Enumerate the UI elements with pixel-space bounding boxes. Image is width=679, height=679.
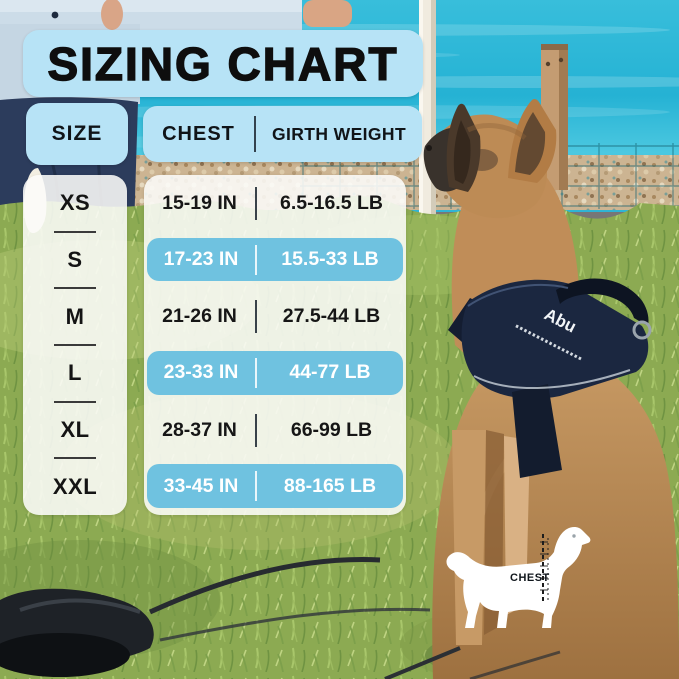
row-divider: [255, 244, 257, 275]
size-row-xs: XS: [23, 175, 127, 232]
measurements-header: CHEST GIRTH WEIGHT: [143, 106, 422, 162]
chest-measure-line: [540, 534, 549, 604]
size-row-xxl: XXL: [52, 473, 98, 499]
dog-silhouette-icon: [446, 526, 591, 628]
size-row-l: L: [23, 345, 127, 402]
bag-and-leash: [0, 557, 561, 679]
row-divider: [255, 186, 257, 220]
table-row-s: 17-23 IN 15.5-33 LB: [144, 232, 406, 289]
highlight-pill: 33-45 IN 88-165 LB: [147, 464, 403, 509]
chest-measure-diagram: CHEST: [440, 524, 620, 642]
chest-value: 21-26 IN: [162, 305, 237, 328]
page-title: SIZING CHART: [23, 30, 423, 97]
table-row-xxl: 33-45 IN 88-165 LB: [144, 458, 406, 515]
chest-header-label: CHEST: [162, 122, 235, 145]
table-row-xs: 15-19 IN 6.5-16.5 LB: [144, 175, 406, 232]
weight-value: 6.5-16.5 LB: [280, 191, 383, 214]
weight-value: 27.5-44 LB: [282, 305, 381, 328]
size-column: XS S M L XL XXL: [23, 175, 127, 515]
chest-value: 15-19 IN: [162, 191, 237, 214]
highlight-pill: 23-33 IN 44-77 LB: [147, 351, 403, 395]
row-divider: [255, 300, 257, 334]
header-divider: [254, 116, 256, 152]
chest-value: 28-37 IN: [162, 418, 237, 441]
row-divider: [255, 357, 257, 388]
weight-value: 88-165 LB: [283, 474, 377, 497]
weight-value: 66-99 LB: [290, 418, 373, 441]
size-row-s: S: [23, 232, 127, 289]
girth-weight-header-label: GIRTH WEIGHT: [271, 123, 407, 144]
measurements-table: 15-19 IN 6.5-16.5 LB 17-23 IN 15.5-33 LB…: [144, 175, 406, 515]
row-divider: [255, 471, 257, 502]
chest-value: 17-23 IN: [163, 248, 239, 270]
size-header-label: SIZE: [51, 122, 103, 145]
weight-value: 15.5-33 LB: [281, 248, 379, 270]
highlight-pill: 17-23 IN 15.5-33 LB: [147, 237, 403, 282]
chest-measure-label: CHEST: [510, 572, 550, 584]
weight-value: 44-77 LB: [289, 361, 371, 384]
table-row-m: 21-26 IN 27.5-44 LB: [144, 288, 406, 345]
table-row-l: 23-33 IN 44-77 LB: [144, 345, 406, 402]
size-row-m: M: [23, 288, 127, 345]
table-row-xl: 28-37 IN 66-99 LB: [144, 402, 406, 459]
chest-value: 23-33 IN: [163, 361, 239, 384]
size-row-xl: XL: [23, 402, 127, 459]
page-title-text: SIZING CHART: [47, 37, 399, 90]
size-column-header: SIZE: [26, 103, 128, 165]
row-divider: [255, 413, 257, 447]
chest-value: 33-45 IN: [163, 474, 239, 497]
